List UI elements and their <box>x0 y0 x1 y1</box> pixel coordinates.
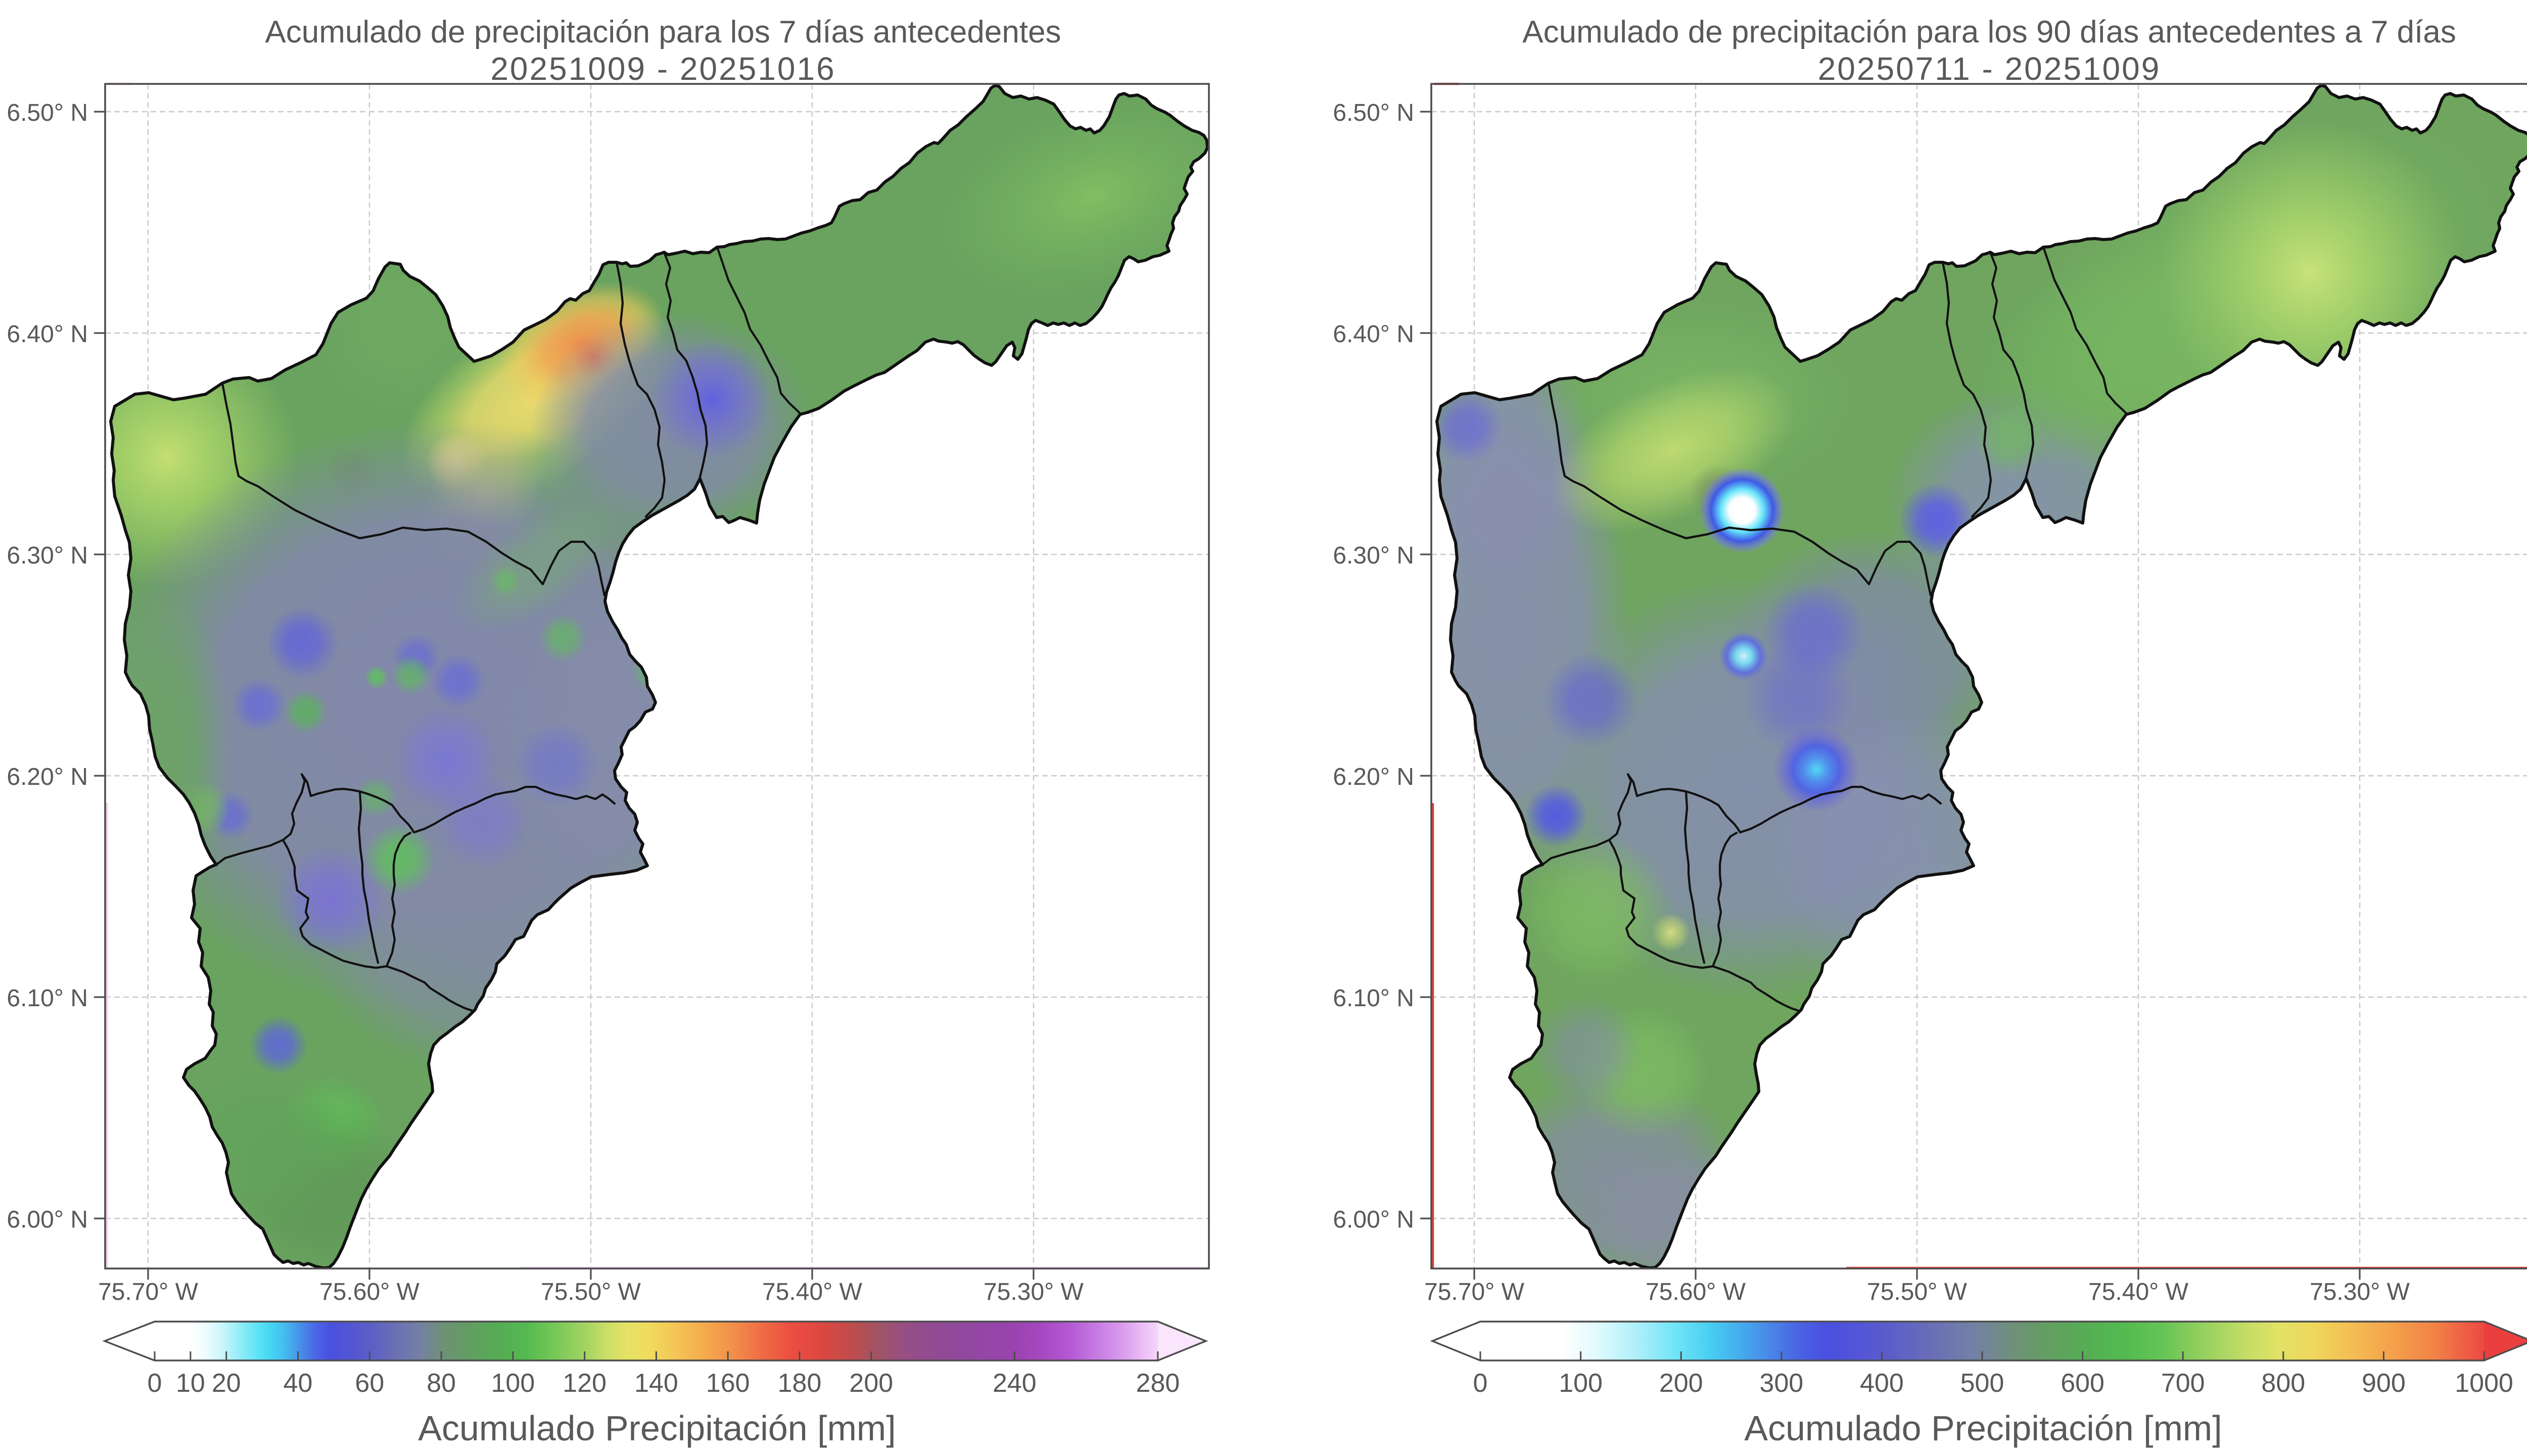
svg-text:6.40° N: 6.40° N <box>7 321 88 348</box>
svg-text:120: 120 <box>563 1369 606 1398</box>
svg-text:75.70° W: 75.70° W <box>98 1279 199 1305</box>
svg-text:60: 60 <box>355 1369 384 1398</box>
svg-text:6.40° N: 6.40° N <box>1333 321 1414 348</box>
svg-text:75.30° W: 75.30° W <box>2310 1279 2410 1305</box>
svg-text:240: 240 <box>993 1369 1037 1398</box>
svg-text:20: 20 <box>212 1369 241 1398</box>
svg-text:75.60° W: 75.60° W <box>1646 1279 1746 1305</box>
svg-text:75.30° W: 75.30° W <box>984 1279 1084 1305</box>
svg-text:6.00° N: 6.00° N <box>7 1206 88 1233</box>
svg-text:140: 140 <box>634 1369 678 1398</box>
svg-text:300: 300 <box>1759 1369 1803 1398</box>
svg-text:75.50° W: 75.50° W <box>541 1279 641 1305</box>
svg-text:Acumulado de precipitación par: Acumulado de precipitación para los 7 dí… <box>265 15 1061 50</box>
svg-text:0: 0 <box>148 1369 162 1398</box>
svg-text:6.20° N: 6.20° N <box>1333 764 1414 790</box>
svg-text:6.10° N: 6.10° N <box>1333 985 1414 1012</box>
svg-text:6.00° N: 6.00° N <box>1333 1206 1414 1233</box>
svg-text:40: 40 <box>284 1369 313 1398</box>
svg-text:10: 10 <box>176 1369 205 1398</box>
svg-text:900: 900 <box>2362 1369 2406 1398</box>
svg-text:20250711 - 20251009: 20250711 - 20251009 <box>1818 51 2161 87</box>
svg-text:6.30° N: 6.30° N <box>1333 542 1414 569</box>
svg-text:75.50° W: 75.50° W <box>1867 1279 1968 1305</box>
svg-text:100: 100 <box>1559 1369 1603 1398</box>
svg-text:500: 500 <box>1960 1369 2004 1398</box>
svg-text:700: 700 <box>2161 1369 2205 1398</box>
svg-text:1000: 1000 <box>2455 1369 2513 1398</box>
svg-text:280: 280 <box>1136 1369 1180 1398</box>
svg-text:160: 160 <box>706 1369 750 1398</box>
svg-text:Acumulado de precipitación par: Acumulado de precipitación para los 90 d… <box>1522 15 2456 50</box>
svg-text:6.10° N: 6.10° N <box>7 985 88 1012</box>
svg-text:600: 600 <box>2061 1369 2104 1398</box>
svg-text:6.50° N: 6.50° N <box>1333 100 1414 126</box>
svg-text:800: 800 <box>2261 1369 2305 1398</box>
svg-text:200: 200 <box>1659 1369 1703 1398</box>
svg-text:75.40° W: 75.40° W <box>762 1279 863 1305</box>
svg-text:Acumulado Precipitación [mm]: Acumulado Precipitación [mm] <box>1744 1408 2222 1448</box>
svg-text:75.60° W: 75.60° W <box>319 1279 420 1305</box>
svg-text:75.70° W: 75.70° W <box>1424 1279 1525 1305</box>
svg-text:80: 80 <box>427 1369 456 1398</box>
svg-text:0: 0 <box>1473 1369 1488 1398</box>
svg-text:100: 100 <box>491 1369 535 1398</box>
svg-text:400: 400 <box>1860 1369 1904 1398</box>
svg-text:200: 200 <box>849 1369 893 1398</box>
svg-text:6.30° N: 6.30° N <box>7 542 88 569</box>
svg-text:6.20° N: 6.20° N <box>7 764 88 790</box>
svg-text:6.50° N: 6.50° N <box>7 100 88 126</box>
svg-text:75.40° W: 75.40° W <box>2088 1279 2189 1305</box>
svg-text:Acumulado Precipitación [mm]: Acumulado Precipitación [mm] <box>418 1408 896 1448</box>
svg-text:180: 180 <box>778 1369 822 1398</box>
svg-text:20251009 - 20251016: 20251009 - 20251016 <box>490 51 835 87</box>
